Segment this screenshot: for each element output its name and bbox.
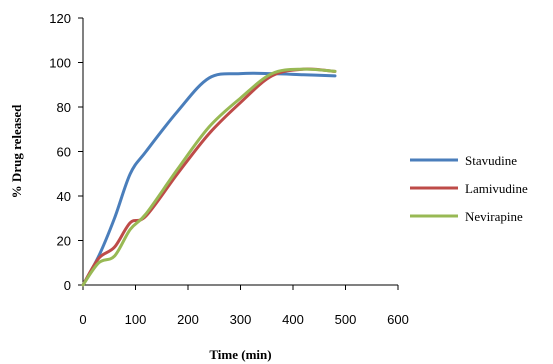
series-line-stavudine (81, 71, 337, 287)
series-layer (81, 67, 337, 287)
ticks: 0 20 40 60 80 100 120 0 100 200 300 400 500 600 (49, 11, 409, 327)
y-tick-label: 20 (57, 234, 71, 249)
y-tick-label: 60 (57, 145, 71, 160)
y-axis-title: % Drug released (9, 104, 24, 198)
x-tick-label: 200 (177, 312, 199, 327)
legend-label-nevirapine: Nevirapine (465, 209, 523, 224)
legend-label-lamivudine: Lamivudine (465, 181, 528, 196)
series-line-nevirapine (81, 67, 337, 287)
x-tick-label: 600 (387, 312, 409, 327)
x-tick-label: 400 (282, 312, 304, 327)
y-tick-label: 0 (64, 278, 71, 293)
y-tick-label: 120 (49, 11, 71, 26)
x-tick-label: 500 (335, 312, 357, 327)
y-tick-label: 100 (49, 56, 71, 71)
x-tick-label: 300 (230, 312, 252, 327)
legend-label-stavudine: Stavudine (465, 153, 517, 168)
series-line-lamivudine (81, 67, 337, 287)
y-tick-label: 80 (57, 100, 71, 115)
x-tick-label: 0 (79, 312, 86, 327)
legend: Stavudine Lamivudine Nevirapine (410, 153, 528, 224)
y-tick-label: 40 (57, 189, 71, 204)
x-axis-title: Time (min) (209, 347, 271, 362)
axes (82, 18, 398, 286)
x-tick-label: 100 (125, 312, 147, 327)
